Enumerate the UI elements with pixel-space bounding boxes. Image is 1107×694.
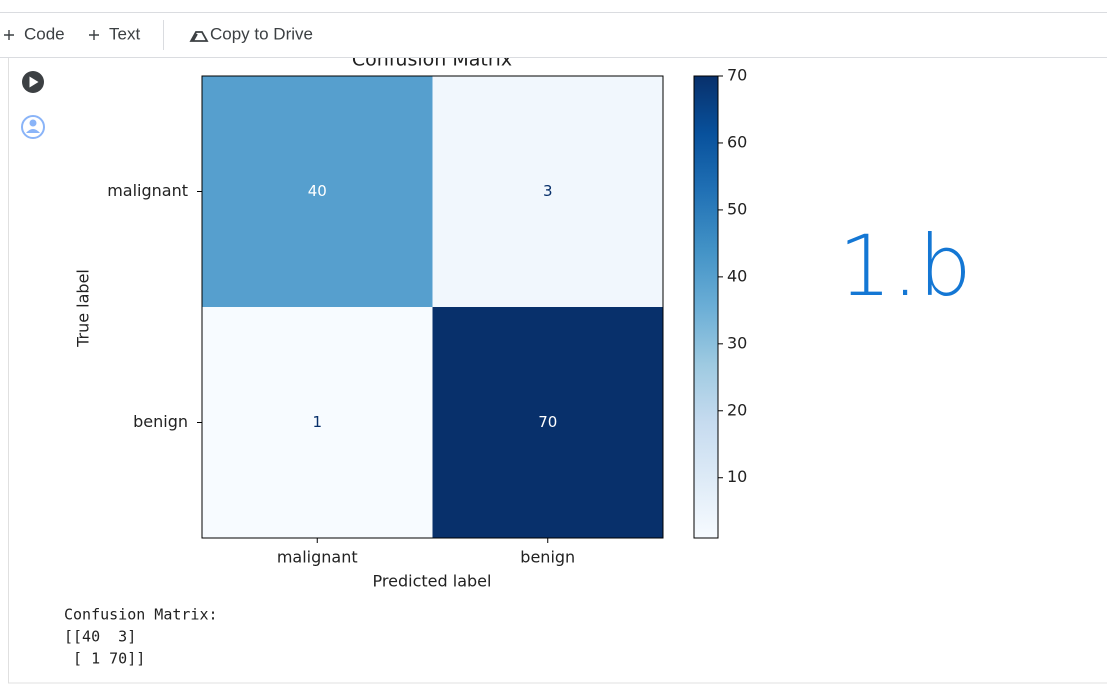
heatmap-cell xyxy=(432,307,663,538)
drive-icon xyxy=(189,31,209,42)
output-line: [[40 3] xyxy=(64,628,136,646)
handwritten-note: 1.b xyxy=(838,217,971,315)
plus-icon xyxy=(89,30,99,40)
cell-value: 1 xyxy=(312,413,322,431)
run-icon-triangle xyxy=(29,76,39,88)
colorbar-tick-label: 70 xyxy=(727,66,747,85)
output: Confusion Matrix: [[40 3] [ 1 70]] xyxy=(64,606,218,668)
avatar-body xyxy=(26,129,40,133)
heatmap-cell xyxy=(202,307,433,538)
confusion-matrix-chart: True label Predicted label 40 3 1 70 maligna… xyxy=(74,49,748,591)
colorbar-tick-label: 30 xyxy=(727,333,747,352)
colorbar-tick-label: 10 xyxy=(727,467,747,486)
x-tick-label: malignant xyxy=(277,548,358,567)
y-tick-label: benign xyxy=(133,412,188,431)
colorbar-tick-label: 20 xyxy=(727,400,747,419)
toolbar xyxy=(0,12,1107,57)
output-line: Confusion Matrix: xyxy=(64,606,218,624)
text-button[interactable]: Text xyxy=(89,24,140,43)
button-label[interactable]: Text xyxy=(109,24,140,43)
cell-value: 40 xyxy=(308,182,327,200)
code-button[interactable]: Code xyxy=(4,24,65,43)
colorbar-tick-label: 50 xyxy=(727,199,747,218)
colorbar xyxy=(693,75,719,539)
colorbar-tick-label: 60 xyxy=(727,132,747,151)
colorbar-tick-label: 40 xyxy=(727,266,747,285)
button-label[interactable]: Code xyxy=(24,24,65,43)
x-tick-label: benign xyxy=(520,548,575,567)
plus-icon xyxy=(4,30,14,40)
user-avatar[interactable] xyxy=(21,115,45,139)
avatar-head xyxy=(29,119,37,127)
run-button[interactable] xyxy=(22,71,44,93)
heatmap-cell xyxy=(432,76,663,307)
output-line: [ 1 70]] xyxy=(64,650,145,668)
heatmap-cell xyxy=(202,76,433,307)
x-axis-label: Predicted label xyxy=(373,572,492,591)
y-axis-label: True label xyxy=(74,269,93,348)
avatar-ring xyxy=(21,115,45,139)
y-tick-label: malignant xyxy=(107,181,188,200)
plot-frame xyxy=(201,75,664,539)
copy-to-drive-button[interactable]: Copy to Drive xyxy=(189,24,313,43)
cell-value: 70 xyxy=(538,413,557,431)
button-label[interactable]: Copy to Drive xyxy=(210,24,313,43)
cell-value: 3 xyxy=(543,182,553,200)
